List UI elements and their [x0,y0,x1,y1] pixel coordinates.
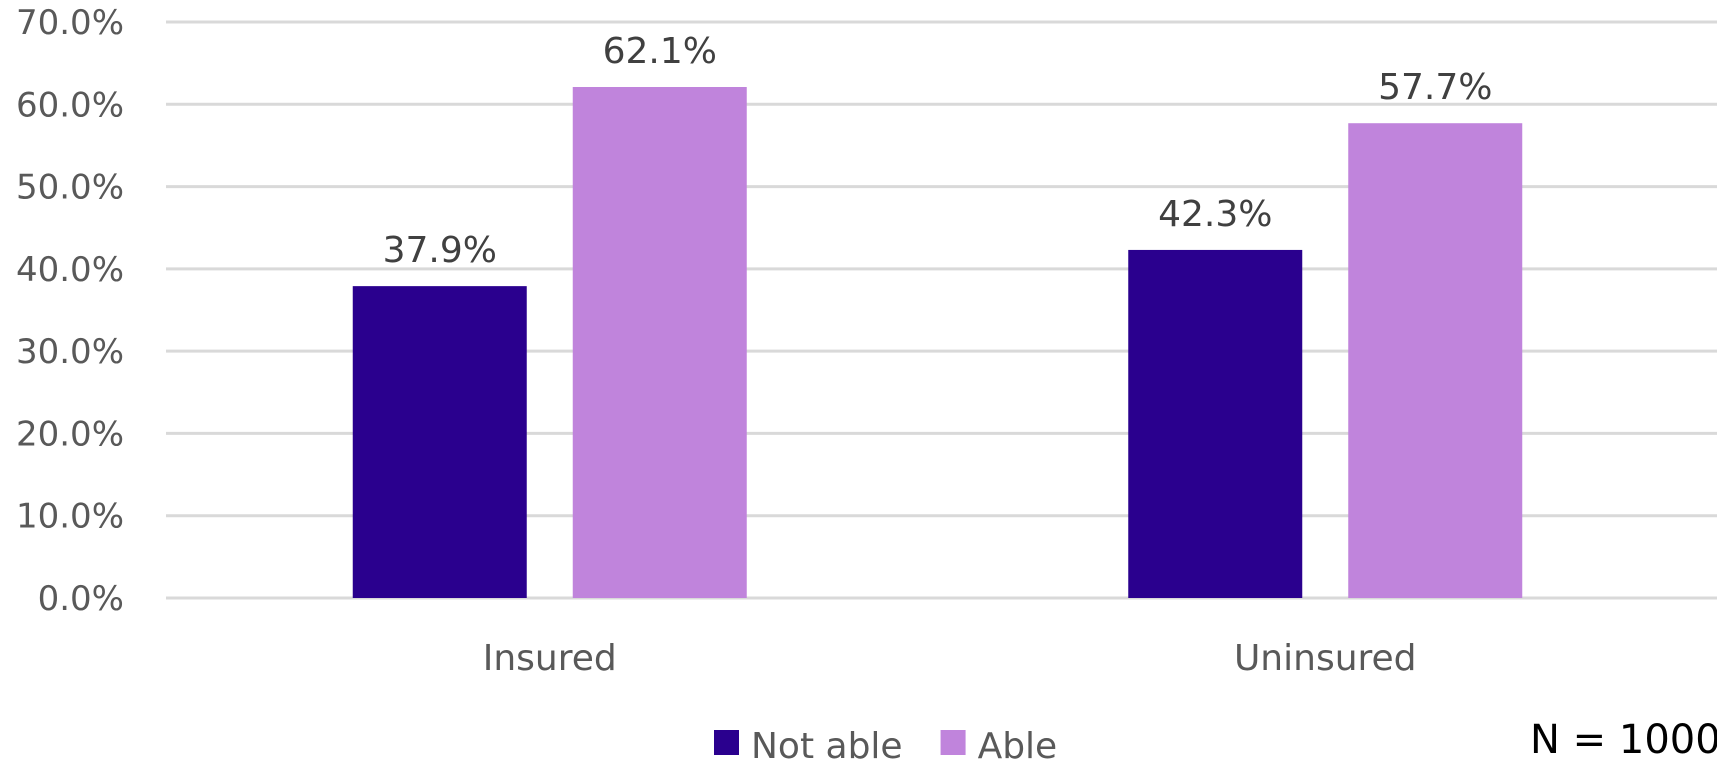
y-tick-label: 40.0% [16,250,124,290]
sample-size-note: N = 1000 [1530,717,1717,763]
legend: Not able Able [714,726,1057,767]
bar-able-uninsured [1348,123,1523,598]
y-tick-label: 0.0% [38,579,124,619]
legend-swatch [940,730,966,755]
data-label: 37.9% [383,230,497,271]
legend-swatch [714,730,739,755]
bar-not-able-insured [352,286,527,598]
y-tick-label: 50.0% [16,168,124,208]
y-tick-label: 20.0% [16,414,124,454]
x-axis: Insured Uninsured [483,638,1417,679]
y-axis: 0.0% 10.0% 20.0% 30.0% 40.0% 50.0% 60.0% 70.0% [16,3,124,619]
data-labels: 37.9% 62.1% 42.3% 57.7% [383,31,1493,271]
data-label: 42.3% [1158,194,1272,235]
y-tick-label: 60.0% [16,85,124,125]
bar-not-able-uninsured [1128,249,1303,598]
bars [352,87,1523,599]
y-tick-label: 30.0% [16,332,124,372]
y-tick-label: 70.0% [16,3,124,43]
x-tick-label: Insured [483,638,617,679]
legend-label: Not able [751,726,903,767]
legend-label: Able [978,726,1058,767]
data-label: 62.1% [603,31,717,72]
data-label: 57.7% [1378,67,1492,108]
x-tick-label: Uninsured [1234,638,1417,679]
y-tick-label: 10.0% [16,497,124,537]
bar-able-insured [572,87,747,599]
